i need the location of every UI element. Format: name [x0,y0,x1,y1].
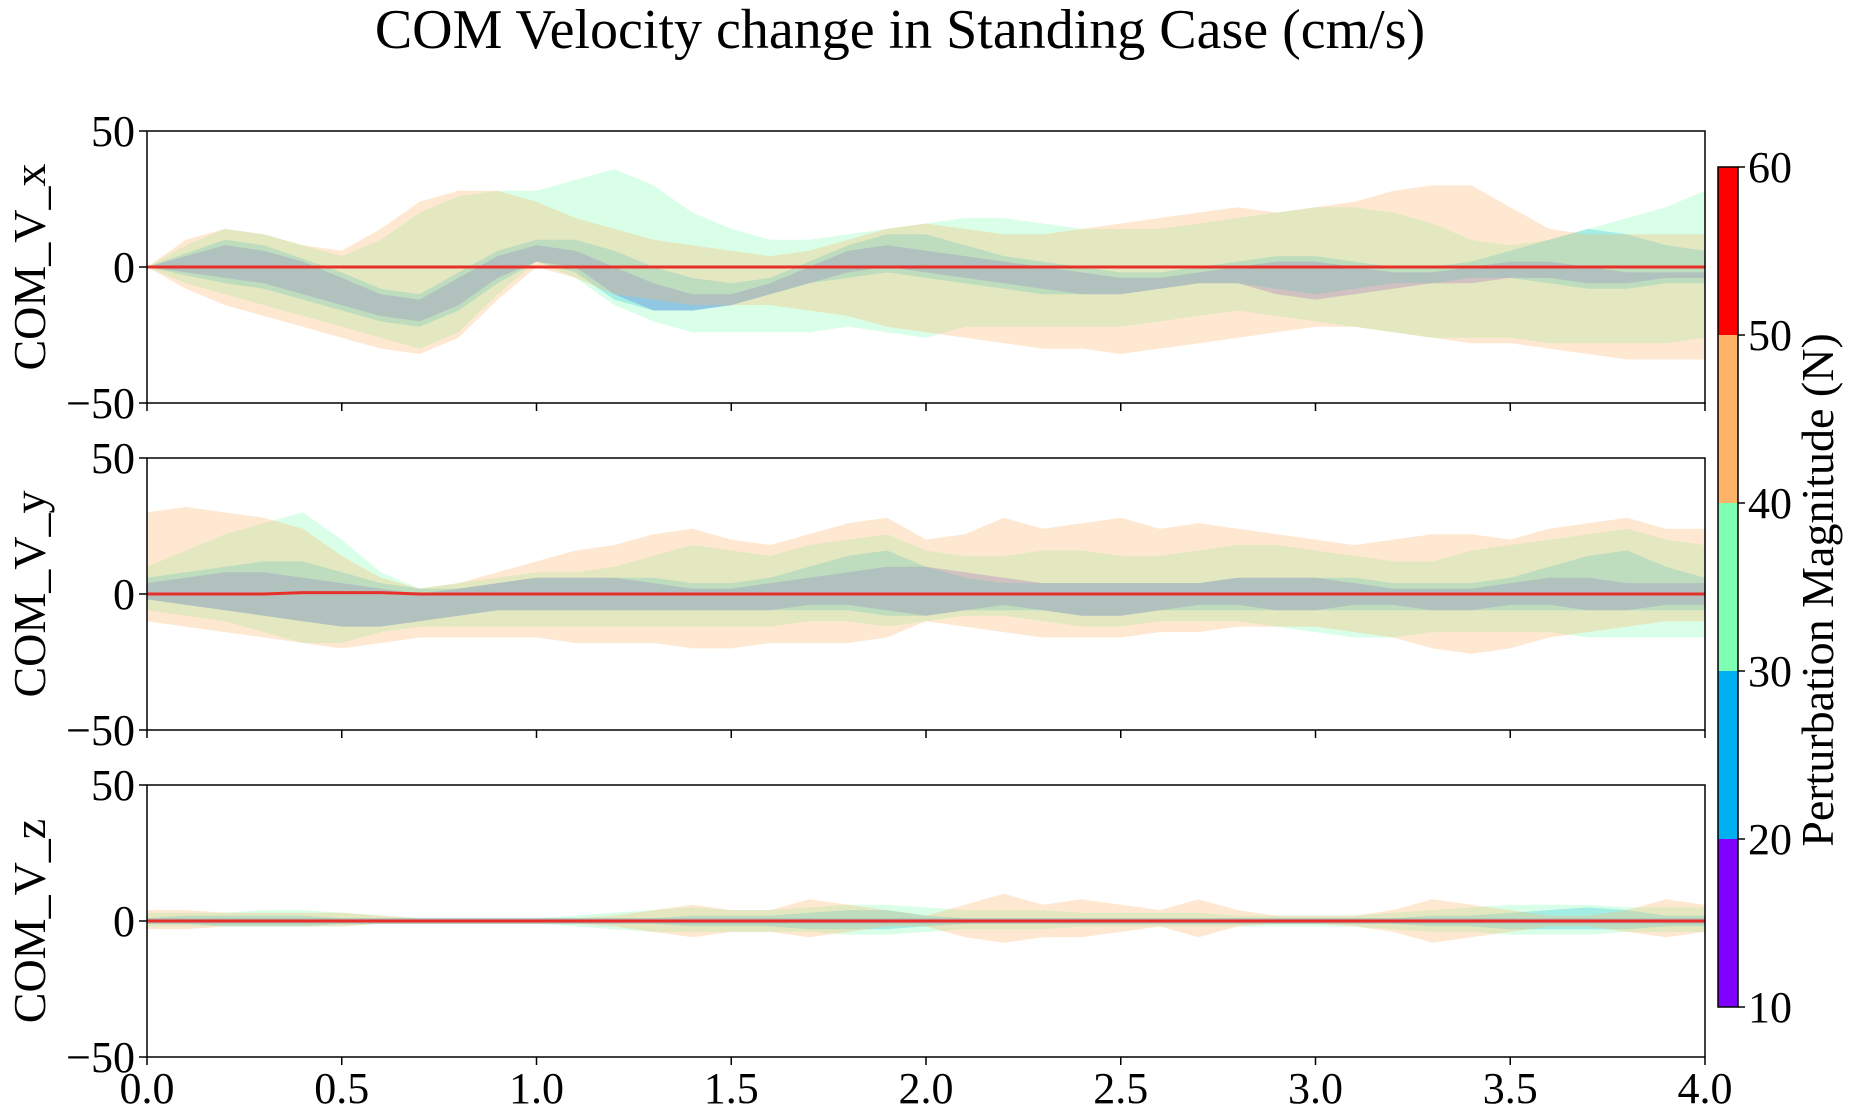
y-tick-label: 0 [113,243,135,292]
y-tick-label: 50 [91,107,135,156]
band-20n [147,907,1705,930]
band-40n [147,893,1705,943]
chart-title: COM Velocity change in Standing Case (cm… [375,0,1425,61]
x-tick-label: 2.5 [1093,1064,1148,1113]
band-30n [147,169,1705,349]
colorbar-tick-label: 20 [1748,815,1792,864]
colorbar-tick-label: 30 [1748,647,1792,696]
x-tick-label: 4.0 [1678,1064,1733,1113]
colorbar-segment-20-30 [1718,671,1738,839]
y-axis-label: COM_V_y [4,490,55,697]
y-tick-label: −50 [66,1033,135,1082]
colorbar-label: Perturbation Magnitude (N) [1792,333,1843,847]
x-tick-label: 3.5 [1483,1064,1538,1113]
colorbar: Perturbation Magnitude (N) 10 20 30 40 50 60 [1717,143,1843,1032]
x-tick-label: 2.0 [899,1064,954,1113]
band-20n [147,550,1705,627]
subplot-com-v-x: −50 0 50 COM_V_x [4,107,1706,428]
x-tick-label: 1.5 [704,1064,759,1113]
x-tick-label: 3.0 [1288,1064,1343,1113]
subplot-com-v-y: −50 0 50 COM_V_y [4,434,1706,755]
y-tick-label: 50 [91,761,135,810]
band-40n [147,507,1705,654]
y-tick-label: 0 [113,897,135,946]
y-tick-label: 0 [113,570,135,619]
y-tick-label: −50 [66,379,135,428]
y-tick-label: −50 [66,706,135,755]
band-10n [147,245,1705,322]
y-axis-label: COM_V_x [4,163,55,370]
colorbar-tick-label: 50 [1748,311,1792,360]
y-axis-label: COM_V_z [4,819,55,1023]
mean-line [147,591,1705,596]
colorbar-segment-40-50 [1718,335,1738,503]
x-tick-label: 0.0 [120,1064,175,1113]
y-tick-label: 50 [91,434,135,483]
colorbar-tick-label: 10 [1748,983,1792,1032]
band-40n [147,185,1705,360]
band-30n [147,512,1705,643]
x-tick-label: 1.0 [509,1064,564,1113]
band-20n [147,228,1705,327]
colorbar-segment-30-40 [1718,503,1738,671]
x-tick-label: 0.5 [314,1064,369,1113]
colorbar-frame [1717,166,1739,1008]
band-10n [147,566,1705,627]
colorbar-segment-10-20 [1718,839,1738,1007]
colorbar-segment-50-60 [1718,167,1738,335]
colorbar-tick-label: 60 [1748,143,1792,192]
colorbar-tick-label: 40 [1748,479,1792,528]
subplot-com-v-z: −50 0 50 0.0 0.5 1.0 1.5 2.0 2.5 3.0 3.5 4.0 COM_V_z [4,761,1733,1113]
